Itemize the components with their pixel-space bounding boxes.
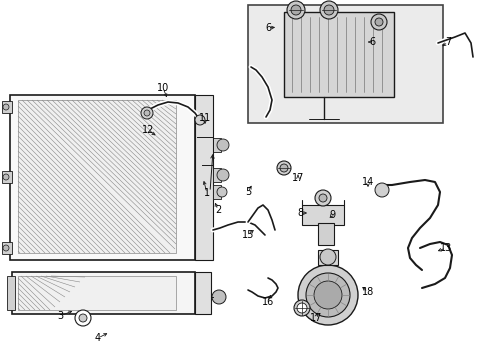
Circle shape — [195, 115, 204, 125]
Bar — [12, 272, 195, 314]
Text: 4: 4 — [95, 333, 101, 343]
Bar — [317, 223, 333, 245]
Bar — [2, 242, 12, 254]
Text: 11: 11 — [199, 113, 211, 123]
Bar — [18, 276, 176, 310]
Text: 17: 17 — [309, 313, 322, 323]
Circle shape — [3, 245, 9, 251]
Circle shape — [374, 183, 388, 197]
Circle shape — [293, 300, 309, 316]
Text: 13: 13 — [439, 243, 451, 253]
Text: 7: 7 — [444, 37, 450, 47]
Text: 3: 3 — [57, 311, 63, 321]
Text: 16: 16 — [262, 297, 274, 307]
Bar — [247, 5, 442, 123]
Bar — [195, 95, 213, 260]
Circle shape — [217, 187, 226, 197]
Text: 1: 1 — [203, 188, 210, 198]
Circle shape — [280, 164, 287, 172]
Text: 15: 15 — [242, 230, 254, 240]
Circle shape — [141, 107, 153, 119]
Circle shape — [313, 281, 341, 309]
Text: 6: 6 — [368, 37, 374, 47]
Circle shape — [75, 310, 91, 326]
Text: 5: 5 — [244, 187, 251, 197]
Circle shape — [143, 110, 150, 116]
Bar — [302, 205, 343, 225]
Circle shape — [79, 314, 87, 322]
Bar — [317, 250, 337, 265]
Circle shape — [212, 290, 225, 304]
Circle shape — [370, 14, 386, 30]
Circle shape — [314, 190, 330, 206]
Circle shape — [319, 1, 337, 19]
Bar — [284, 12, 393, 97]
Bar — [213, 168, 221, 182]
Bar — [18, 100, 176, 253]
Circle shape — [290, 5, 301, 15]
Text: 9: 9 — [328, 210, 334, 220]
Circle shape — [324, 5, 333, 15]
Circle shape — [374, 18, 382, 26]
Bar — [213, 138, 221, 152]
Circle shape — [276, 161, 290, 175]
Text: 8: 8 — [296, 208, 303, 218]
Circle shape — [217, 169, 228, 181]
Circle shape — [296, 303, 306, 313]
Circle shape — [318, 194, 326, 202]
Text: 10: 10 — [157, 83, 169, 93]
Circle shape — [297, 265, 357, 325]
Text: 17: 17 — [291, 173, 304, 183]
Bar — [18, 276, 176, 310]
Circle shape — [217, 139, 228, 151]
Bar — [10, 95, 195, 260]
Bar — [2, 171, 12, 183]
Circle shape — [3, 104, 9, 110]
Bar — [2, 101, 12, 113]
Circle shape — [305, 273, 349, 317]
Bar — [213, 185, 221, 199]
Bar — [195, 272, 210, 314]
Text: 18: 18 — [361, 287, 373, 297]
Bar — [18, 100, 176, 253]
Text: 14: 14 — [361, 177, 373, 187]
Text: 12: 12 — [142, 125, 154, 135]
Text: 6: 6 — [264, 23, 270, 33]
Text: 2: 2 — [214, 205, 221, 215]
Circle shape — [286, 1, 305, 19]
Circle shape — [3, 174, 9, 180]
Circle shape — [319, 249, 335, 265]
Bar — [7, 276, 15, 310]
